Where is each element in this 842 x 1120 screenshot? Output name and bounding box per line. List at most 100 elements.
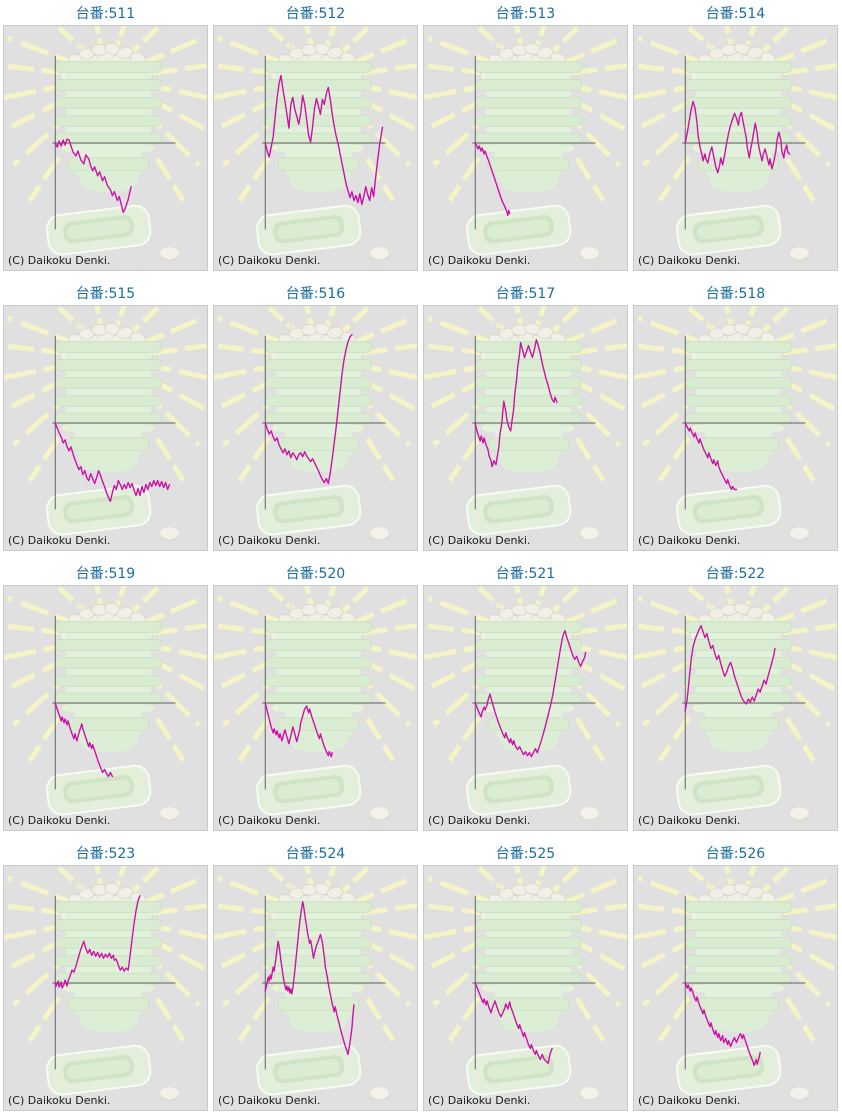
- machine-title-text: 台番:512: [285, 5, 346, 22]
- chart-area: (C) Daikoku Denki.: [633, 25, 838, 271]
- machine-title-link[interactable]: 台番:515: [3, 280, 208, 305]
- copyright-label: (C) Daikoku Denki.: [218, 814, 321, 827]
- slump-graph: [424, 866, 627, 1110]
- chart-area: (C) Daikoku Denki.: [423, 865, 628, 1111]
- copyright-label: (C) Daikoku Denki.: [638, 534, 741, 547]
- copyright-label: (C) Daikoku Denki.: [218, 254, 321, 267]
- machine-title-text: 台番:511: [75, 5, 136, 22]
- copyright-label: (C) Daikoku Denki.: [428, 254, 531, 267]
- machine-title-text: 台番:515: [75, 285, 136, 302]
- machine-title-link[interactable]: 台番:523: [3, 840, 208, 865]
- machine-title-link[interactable]: 台番:522: [633, 560, 838, 585]
- slump-graph: [634, 866, 837, 1110]
- data-line: [264, 901, 355, 1056]
- slump-graph: [214, 866, 417, 1110]
- copyright-label: (C) Daikoku Denki.: [8, 254, 111, 267]
- copyright-label: (C) Daikoku Denki.: [8, 534, 111, 547]
- machine-title-text: 台番:513: [495, 5, 556, 22]
- slump-graph: [424, 586, 627, 830]
- chart-area: (C) Daikoku Denki.: [423, 25, 628, 271]
- copyright-label: (C) Daikoku Denki.: [8, 1094, 111, 1107]
- copyright-label: (C) Daikoku Denki.: [8, 814, 111, 827]
- machine-title-link[interactable]: 台番:517: [423, 280, 628, 305]
- data-line: [54, 895, 141, 989]
- machine-title-link[interactable]: 台番:513: [423, 0, 628, 25]
- chart-area: (C) Daikoku Denki.: [213, 305, 418, 551]
- machine-panel: 台番:512 (C) Daikoku Denki.: [213, 0, 418, 280]
- machine-title-text: 台番:517: [495, 285, 556, 302]
- copyright-label: (C) Daikoku Denki.: [428, 814, 531, 827]
- data-line: [54, 702, 114, 778]
- slump-graph: [634, 26, 837, 270]
- machine-panel: 台番:517 (C) Daikoku Denki.: [423, 280, 628, 560]
- chart-area: (C) Daikoku Denki.: [3, 585, 208, 831]
- machine-panel: 台番:526 (C) Daikoku Denki.: [633, 840, 838, 1120]
- slump-graph: [634, 586, 837, 830]
- data-line: [684, 422, 738, 491]
- machine-panel: 台番:513 (C) Daikoku Denki.: [423, 0, 628, 280]
- machine-title-link[interactable]: 台番:518: [633, 280, 838, 305]
- machine-panel: 台番:524 (C) Daikoku Denki.: [213, 840, 418, 1120]
- chart-area: (C) Daikoku Denki.: [213, 865, 418, 1111]
- data-line: [474, 339, 558, 468]
- slump-graph: [424, 26, 627, 270]
- copyright-label: (C) Daikoku Denki.: [218, 1094, 321, 1107]
- slump-graph: [424, 306, 627, 550]
- machine-title-link[interactable]: 台番:521: [423, 560, 628, 585]
- copyright-label: (C) Daikoku Denki.: [638, 814, 741, 827]
- machine-panel: 台番:516 (C) Daikoku Denki.: [213, 280, 418, 560]
- chart-area: (C) Daikoku Denki.: [633, 585, 838, 831]
- machine-title-link[interactable]: 台番:525: [423, 840, 628, 865]
- slump-graph: [4, 586, 207, 830]
- chart-area: (C) Daikoku Denki.: [213, 25, 418, 271]
- data-line: [264, 334, 353, 485]
- machine-title-link[interactable]: 台番:519: [3, 560, 208, 585]
- machine-panel: 台番:518 (C) Daikoku Denki.: [633, 280, 838, 560]
- slump-graph: [214, 26, 417, 270]
- machine-title-text: 台番:526: [705, 845, 766, 862]
- machine-panel: 台番:525 (C) Daikoku Denki.: [423, 840, 628, 1120]
- copyright-label: (C) Daikoku Denki.: [428, 1094, 531, 1107]
- copyright-label: (C) Daikoku Denki.: [428, 534, 531, 547]
- machine-panel: 台番:511 (C) Daikoku Denki.: [3, 0, 208, 280]
- machine-title-text: 台番:523: [75, 845, 136, 862]
- chart-area: (C) Daikoku Denki.: [633, 305, 838, 551]
- machine-title-link[interactable]: 台番:514: [633, 0, 838, 25]
- machine-title-text: 台番:519: [75, 565, 136, 582]
- data-line: [474, 629, 587, 758]
- machine-title-link[interactable]: 台番:512: [213, 0, 418, 25]
- data-line: [474, 142, 511, 217]
- copyright-label: (C) Daikoku Denki.: [218, 534, 321, 547]
- machine-title-link[interactable]: 台番:511: [3, 0, 208, 25]
- machine-title-text: 台番:524: [285, 845, 346, 862]
- machine-title-link[interactable]: 台番:526: [633, 840, 838, 865]
- data-line: [264, 702, 333, 758]
- data-line: [684, 100, 791, 174]
- machine-title-text: 台番:525: [495, 845, 556, 862]
- machine-title-text: 台番:514: [705, 5, 766, 22]
- machine-panel: 台番:519 (C) Daikoku Denki.: [3, 560, 208, 840]
- machine-title-link[interactable]: 台番:516: [213, 280, 418, 305]
- data-line: [474, 982, 553, 1065]
- machine-panel: 台番:522 (C) Daikoku Denki.: [633, 560, 838, 840]
- slump-graph: [214, 306, 417, 550]
- slump-graph: [4, 866, 207, 1110]
- machine-title-link[interactable]: 台番:524: [213, 840, 418, 865]
- data-line: [54, 422, 171, 503]
- data-line: [684, 982, 761, 1067]
- machine-panel: 台番:520 (C) Daikoku Denki.: [213, 560, 418, 840]
- machine-title-link[interactable]: 台番:520: [213, 560, 418, 585]
- chart-area: (C) Daikoku Denki.: [633, 865, 838, 1111]
- chart-area: (C) Daikoku Denki.: [213, 585, 418, 831]
- slump-graph: [214, 586, 417, 830]
- machine-title-text: 台番:522: [705, 565, 766, 582]
- machine-title-text: 台番:516: [285, 285, 346, 302]
- data-line: [684, 624, 776, 712]
- machine-panel: 台番:523 (C) Daikoku Denki.: [3, 840, 208, 1120]
- chart-area: (C) Daikoku Denki.: [3, 25, 208, 271]
- machine-title-text: 台番:521: [495, 565, 556, 582]
- machine-title-text: 台番:518: [705, 285, 766, 302]
- copyright-label: (C) Daikoku Denki.: [638, 1094, 741, 1107]
- chart-area: (C) Daikoku Denki.: [423, 585, 628, 831]
